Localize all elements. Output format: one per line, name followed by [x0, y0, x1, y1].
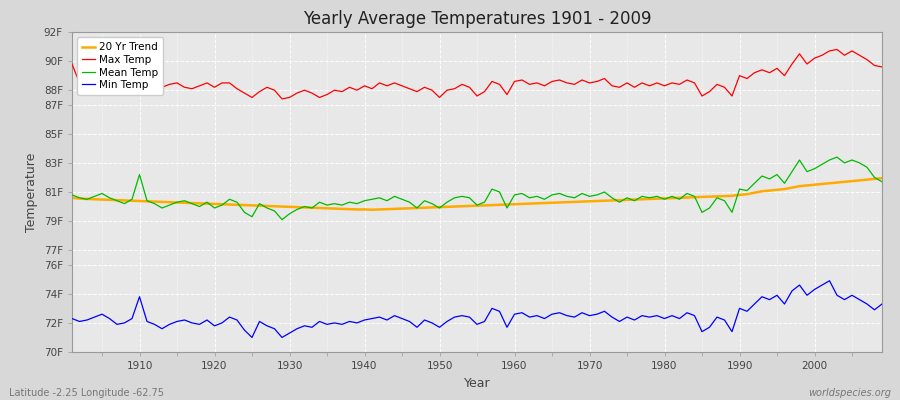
Min Temp [247, 335, 257, 340]
Max Temp [509, 79, 520, 84]
Min Temp [299, 324, 310, 328]
20 Yr Trend [366, 207, 377, 212]
Max Temp [832, 47, 842, 52]
Mean Temp [344, 200, 355, 204]
Mean Temp [127, 197, 138, 202]
Max Temp [344, 85, 355, 90]
Title: Yearly Average Temperatures 1901 - 2009: Yearly Average Temperatures 1901 - 2009 [302, 10, 652, 28]
Max Temp [67, 62, 77, 66]
Max Temp [607, 84, 617, 88]
Max Temp [299, 88, 310, 92]
Line: 20 Yr Trend: 20 Yr Trend [72, 178, 882, 210]
Line: Mean Temp: Mean Temp [72, 157, 882, 220]
Mean Temp [832, 155, 842, 160]
Line: Min Temp: Min Temp [72, 281, 882, 338]
20 Yr Trend [292, 205, 302, 210]
Min Temp [877, 302, 887, 306]
Text: worldspecies.org: worldspecies.org [808, 388, 891, 398]
Min Temp [344, 319, 355, 324]
20 Yr Trend [127, 198, 138, 203]
Mean Temp [276, 217, 287, 222]
20 Yr Trend [509, 202, 520, 207]
Mean Temp [877, 180, 887, 184]
20 Yr Trend [67, 196, 77, 200]
Max Temp [877, 64, 887, 69]
20 Yr Trend [337, 206, 347, 211]
Max Temp [276, 96, 287, 101]
Y-axis label: Temperature: Temperature [25, 152, 39, 232]
Line: Max Temp: Max Temp [72, 50, 882, 99]
20 Yr Trend [607, 198, 617, 203]
Mean Temp [607, 196, 617, 200]
Min Temp [67, 316, 77, 321]
Min Temp [127, 316, 138, 321]
Mean Temp [299, 204, 310, 209]
Min Temp [824, 278, 835, 283]
Max Temp [517, 78, 527, 82]
Min Temp [607, 315, 617, 320]
20 Yr Trend [517, 202, 527, 206]
Text: Latitude -2.25 Longitude -62.75: Latitude -2.25 Longitude -62.75 [9, 388, 164, 398]
Mean Temp [517, 191, 527, 196]
20 Yr Trend [877, 176, 887, 180]
Min Temp [509, 312, 520, 316]
Legend: 20 Yr Trend, Max Temp, Mean Temp, Min Temp: 20 Yr Trend, Max Temp, Mean Temp, Min Te… [77, 37, 164, 96]
Mean Temp [67, 192, 77, 197]
X-axis label: Year: Year [464, 376, 490, 390]
Mean Temp [509, 192, 520, 197]
Max Temp [127, 78, 138, 82]
Min Temp [517, 310, 527, 315]
